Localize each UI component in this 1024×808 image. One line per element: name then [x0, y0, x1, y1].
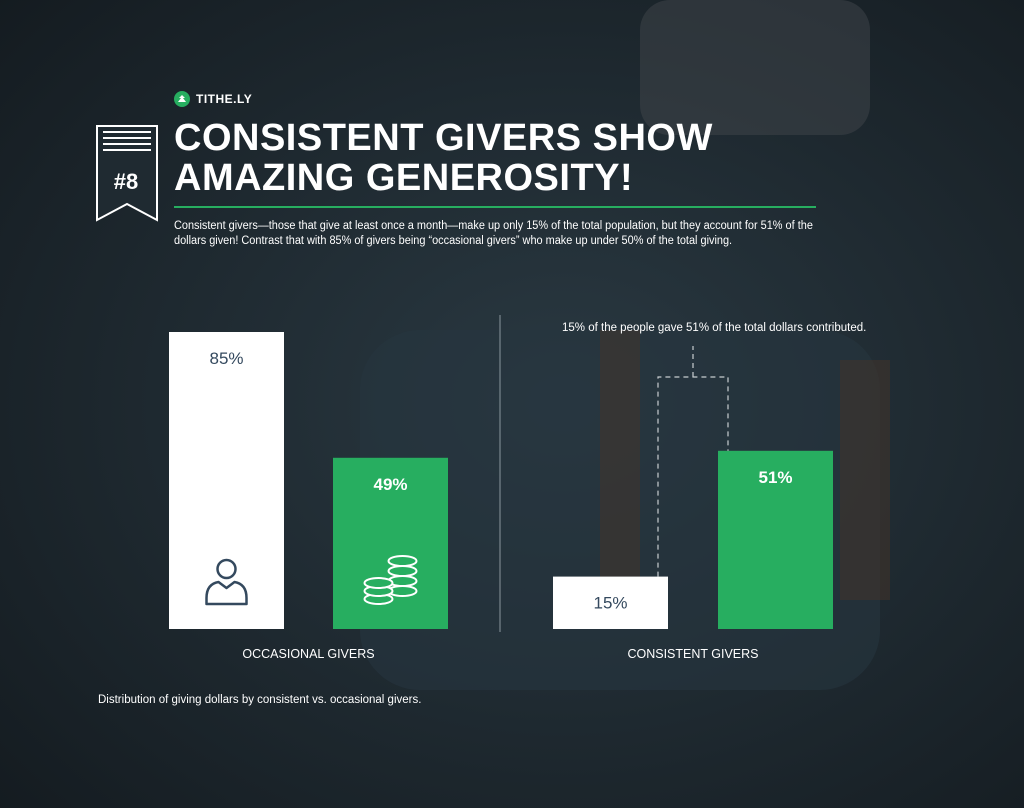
coins-icon — [387, 565, 418, 577]
person-icon-body — [205, 580, 248, 606]
bar-0-0 — [169, 332, 284, 629]
bar-1-0 — [553, 576, 668, 629]
annotation-bracket — [657, 376, 729, 577]
ribbon-number: #8 — [114, 169, 138, 194]
group-label: CONSISTENT GIVERS — [627, 647, 758, 661]
bar-1-1 — [718, 450, 833, 629]
data-label: 85% — [209, 349, 243, 368]
brand-name: TITHE.LY — [196, 92, 253, 106]
intro-text: Consistent givers—those that give at lea… — [174, 220, 813, 247]
page-title: CONSISTENT GIVERS SHOW AMAZING GENEROSIT… — [174, 118, 814, 198]
data-label: 15% — [593, 594, 627, 613]
coins-icon — [387, 555, 418, 567]
chart-caption: Distribution of giving dollars by consis… — [98, 694, 422, 706]
title-line-2: AMAZING GENEROSITY! — [174, 157, 634, 199]
annotation-text: 15% of the people gave 51% of the total … — [562, 322, 866, 334]
title-divider — [174, 206, 816, 208]
person-icon — [216, 558, 237, 580]
title-line-1: CONSISTENT GIVERS SHOW — [174, 117, 713, 159]
brand: TITHE.LY — [174, 91, 252, 107]
data-label: 49% — [373, 475, 407, 494]
tithely-logo-icon — [174, 91, 190, 107]
data-label: 51% — [758, 468, 792, 487]
number-ribbon: #8 — [96, 125, 158, 222]
group-label: OCCASIONAL GIVERS — [242, 647, 374, 661]
coins-icon — [363, 577, 394, 589]
